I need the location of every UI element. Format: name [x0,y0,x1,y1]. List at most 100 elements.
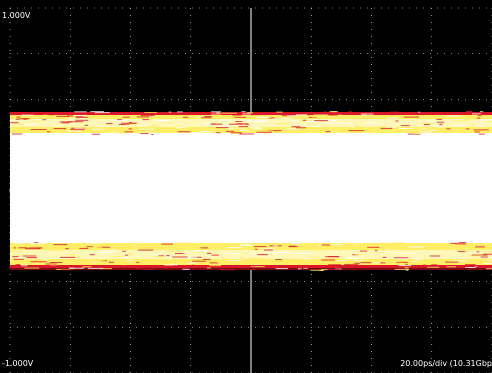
eye-noise-sample [413,132,421,134]
eye-noise-sample [142,124,147,126]
eye-noise-sample [302,119,307,121]
eye-noise-sample [206,267,211,269]
eye-noise-sample [348,111,352,113]
eye-noise-sample [353,259,364,261]
eye-noise-sample [357,118,361,120]
eye-noise-sample [64,118,68,120]
eye-noise-sample [30,129,47,131]
eye-noise-sample [160,129,169,131]
eye-noise-sample [310,269,324,271]
eye-noise-sample [405,263,408,265]
eye-noise-sample [436,242,443,244]
eye-noise-sample [69,255,81,257]
eye-noise-sample [328,256,339,258]
eye-noise-sample [239,120,242,122]
eye-noise-sample [66,115,74,117]
eye-noise-sample [211,113,222,115]
eye-noise-sample [465,118,477,120]
eye-noise-sample [28,247,43,249]
eye-noise-sample [156,131,167,133]
eye-noise-sample [32,120,45,122]
eye-noise-sample [331,244,343,246]
eye-noise-sample [465,267,476,268]
eye-noise [10,111,492,271]
eye-noise-sample [275,268,288,270]
eye-noise-sample [304,258,312,260]
eye-noise-sample [209,262,218,264]
eye-noise-sample [363,122,379,124]
eye-noise-sample [451,125,465,127]
eye-noise-sample [119,132,127,134]
eye-noise-sample [314,120,328,122]
eye-noise-sample [134,266,148,268]
eye-noise-sample [121,122,137,124]
eye-noise-sample [37,262,42,264]
eye-noise-sample [136,261,140,263]
eye-noise-sample [182,252,186,254]
eye-noise-sample [279,117,293,119]
eye-noise-sample [191,132,204,134]
eye-noise-sample [40,119,46,121]
eye-noise-sample [142,119,149,121]
eye-noise-sample [360,250,367,252]
eye-noise-sample [345,258,356,260]
eye-noise-sample [100,133,106,135]
eye-noise-sample [305,120,314,122]
eye-noise-sample [275,259,282,261]
eye-opening [10,133,492,243]
eye-noise-sample [408,115,416,117]
eye-noise-sample [404,267,409,269]
eye-noise-sample [393,257,409,259]
eye-noise-sample [486,268,492,270]
eye-noise-sample [12,256,19,258]
eye-noise-sample [348,130,365,132]
eye-noise-sample [41,259,56,261]
eye-noise-sample [144,112,157,114]
eye-noise-sample [253,264,258,265]
eye-noise-sample [329,246,343,248]
eye-noise-sample [454,130,468,132]
eye-trace [10,112,492,270]
eye-noise-sample [464,264,476,266]
eye-noise-sample [126,260,134,262]
eye-noise-sample [256,131,272,133]
eye-noise-sample [264,249,273,251]
eye-noise-sample [59,121,73,123]
eye-noise-sample [418,131,432,133]
eye-noise-sample [99,260,105,262]
eye-noise-sample [86,242,100,244]
eye-noise-sample [230,133,245,135]
eye-noise-sample [450,242,458,244]
eye-noise-sample [15,264,21,266]
eye-noise-sample [12,124,26,126]
eye-noise-sample [11,133,23,135]
eye-noise-sample [29,243,45,245]
eye-noise-sample [210,123,216,125]
eye-noise-sample [480,121,484,123]
eye-noise-sample [60,269,74,271]
eye-noise-sample [470,265,475,267]
eye-noise-sample [354,262,361,264]
eye-noise-sample [47,131,51,133]
eye-noise-sample [324,111,327,113]
eye-noise-sample [74,111,87,113]
eye-noise-sample [98,251,114,253]
eye-noise-sample [138,133,141,134]
eye-noise-sample [378,126,388,128]
eye-noise-sample [221,119,231,121]
eye-noise-sample [75,119,89,121]
eye-noise-sample [312,119,319,121]
eye-noise-sample [471,254,488,256]
eye-noise-sample [81,266,85,268]
eye-noise-sample [392,262,395,264]
eye-noise-sample [220,130,229,132]
eye-noise-sample [313,248,327,250]
eye-noise-sample [250,114,265,116]
eye-noise-sample [239,244,255,246]
eye-noise-sample [140,115,155,117]
eye-noise-sample [122,250,126,252]
eye-noise-sample [390,111,399,113]
eye-noise-sample [239,129,250,131]
eye-noise-sample [151,134,154,135]
eye-noise-sample [76,116,88,118]
